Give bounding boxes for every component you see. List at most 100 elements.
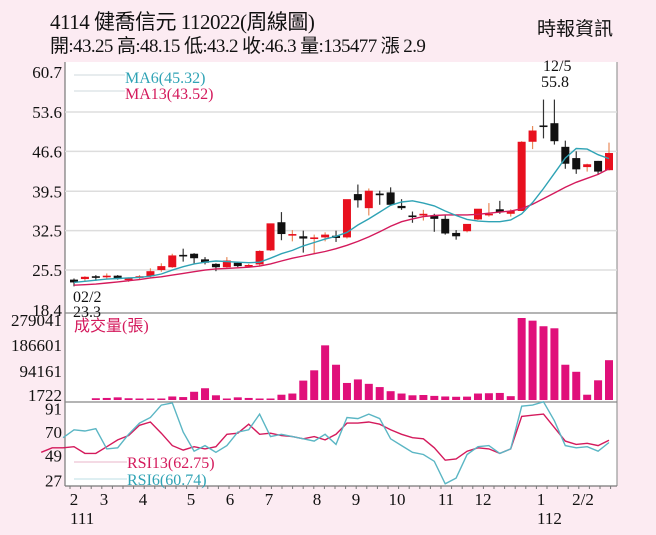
volume-bar xyxy=(179,397,188,400)
legend-rsi6: RSI6(60.74) xyxy=(127,472,207,489)
month-label: 1 xyxy=(537,490,546,509)
month-label: 4 xyxy=(139,490,148,509)
volume-bar xyxy=(135,398,144,400)
volume-bar xyxy=(211,395,220,400)
volume-bar xyxy=(386,391,395,400)
volume-bar xyxy=(113,397,122,400)
candle-body xyxy=(80,276,89,280)
candle-body xyxy=(506,210,515,214)
legend-ma6: MA6(45.32) xyxy=(125,70,205,87)
candle-body xyxy=(157,266,166,271)
volume-bar xyxy=(408,395,417,400)
volume-bar xyxy=(572,371,581,400)
volume-bar xyxy=(561,364,570,400)
ma6-line xyxy=(73,147,610,284)
volume-bar xyxy=(419,395,428,400)
month-label: 2/2 xyxy=(572,490,594,509)
moving-averages xyxy=(73,147,610,286)
volume-bar xyxy=(484,393,493,400)
rsi-tick-label: 91 xyxy=(45,399,62,418)
price-tick-label: 39.5 xyxy=(32,182,62,201)
source-label: 時報資訊 xyxy=(537,19,614,40)
candle-body xyxy=(179,254,188,257)
rsi-lines xyxy=(40,400,610,485)
month-label: 11 xyxy=(438,490,454,509)
volume-bar xyxy=(397,393,406,400)
candle-body xyxy=(353,194,362,201)
volume-bar xyxy=(190,391,199,400)
month-label: 12 xyxy=(475,490,492,509)
candle-body xyxy=(342,199,351,238)
price-tick-label: 60.7 xyxy=(32,63,62,82)
candle-body xyxy=(102,275,111,278)
volume-bar xyxy=(517,318,526,400)
volume-bar xyxy=(463,396,472,400)
price-tick-label: 46.6 xyxy=(32,142,62,161)
candle-body xyxy=(419,213,428,216)
candle-body xyxy=(310,237,319,240)
candle-body xyxy=(539,125,548,128)
price-tick-label: 32.5 xyxy=(32,222,62,241)
month-label: 3 xyxy=(100,490,109,509)
candle-body xyxy=(113,275,122,280)
candle-body xyxy=(408,215,417,218)
candle-body xyxy=(550,123,559,142)
price-tick-label: 53.6 xyxy=(32,103,62,122)
volume-bar xyxy=(102,397,111,400)
month-label: 9 xyxy=(352,490,361,509)
volume-bar xyxy=(255,398,264,400)
candle-body xyxy=(146,271,155,277)
rsi6-line xyxy=(62,400,610,485)
volume-bar xyxy=(473,393,482,400)
volume-bar xyxy=(550,328,559,400)
year-label: 112 xyxy=(537,509,562,528)
volume-bar xyxy=(288,393,297,400)
candle-body xyxy=(495,209,504,213)
candle-body xyxy=(430,216,439,219)
volume-tick-label: 1722 xyxy=(28,386,62,405)
volume-bar xyxy=(342,382,351,400)
volume-legend: 成交量(張) xyxy=(74,317,149,335)
rsi-tick-label: 49 xyxy=(45,447,62,466)
candle-body xyxy=(70,279,78,283)
candle-body xyxy=(277,222,286,235)
low-date-label: 02/2 xyxy=(73,289,101,306)
candle-body xyxy=(364,190,373,209)
volume-bar xyxy=(539,326,548,400)
volume-bar xyxy=(266,398,275,400)
volume-bar xyxy=(594,380,603,400)
volume-bar xyxy=(441,396,450,400)
volume-bar xyxy=(277,394,286,400)
volume-bar xyxy=(605,360,613,400)
candle-body xyxy=(594,160,603,172)
volume-bar xyxy=(124,398,133,400)
candle-body xyxy=(572,158,581,170)
rsi-tick-label: 27 xyxy=(45,471,63,490)
volume-bar xyxy=(299,380,308,400)
candle-body xyxy=(375,193,384,196)
month-label: 5 xyxy=(187,490,196,509)
month-label: 7 xyxy=(265,490,274,509)
candle-body xyxy=(441,218,450,234)
volume-bar xyxy=(201,388,210,400)
candle-body xyxy=(266,223,275,251)
candle-body xyxy=(528,130,537,142)
month-label: 8 xyxy=(313,490,322,509)
candle-body xyxy=(463,223,472,232)
candle-body xyxy=(190,253,199,259)
volume-bar xyxy=(233,397,242,400)
legend-rsi13: RSI13(62.75) xyxy=(127,455,215,472)
volume-bar xyxy=(168,396,177,400)
chart-title: 4114 健喬信元 112022(周線圖) xyxy=(50,10,315,34)
price-tick-label: 18.4 xyxy=(32,301,62,320)
year-label: 111 xyxy=(70,509,94,528)
low-value-label: 23.3 xyxy=(73,304,101,321)
volume-bar xyxy=(321,345,330,400)
month-label: 10 xyxy=(389,490,406,509)
candle-body xyxy=(484,213,493,216)
candle-body xyxy=(605,153,613,171)
candle-body xyxy=(255,250,264,265)
volume-bars xyxy=(91,318,613,400)
volume-bar xyxy=(430,395,439,400)
